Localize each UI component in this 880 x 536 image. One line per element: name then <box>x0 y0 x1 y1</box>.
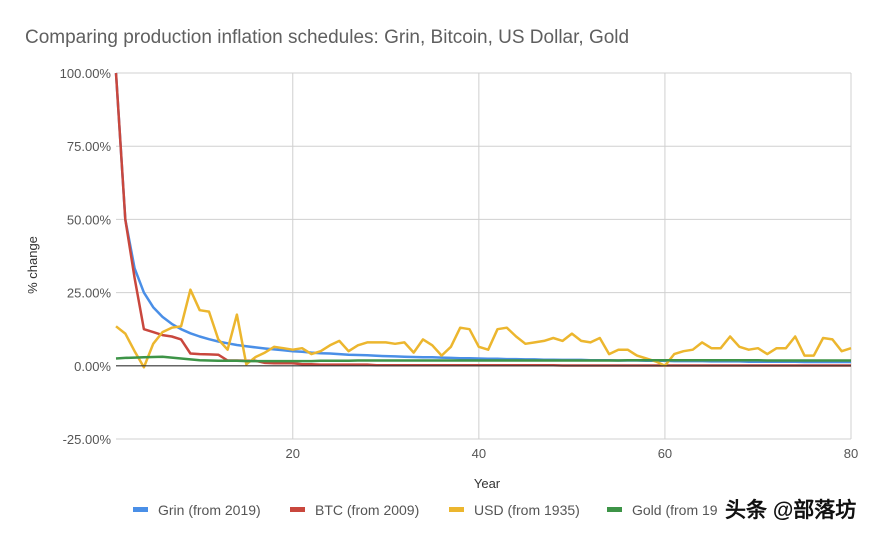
series-line <box>115 355 851 363</box>
legend-label: Grin (from 2019) <box>158 502 261 518</box>
y-tick-label: 25.00% <box>67 286 112 301</box>
legend: Grin (from 2019) BTC (from 2009) USD (from… <box>133 502 718 518</box>
y-axis-ticks: 100.00% 75.00% 50.00% 25.00% 0.00% -25.00% <box>60 66 112 447</box>
x-tick-label: 40 <box>472 446 486 461</box>
y-tick-label: 50.00% <box>67 212 112 227</box>
y-tick-label: 100.00% <box>60 66 112 81</box>
x-axis-label: Year <box>474 476 501 491</box>
legend-label: BTC (from 2009) <box>315 502 419 518</box>
legend-label: Gold (from 19 <box>632 502 718 518</box>
grid <box>116 72 852 440</box>
x-axis-ticks: 20 40 60 80 <box>286 446 859 461</box>
legend-label: USD (from 1935) <box>474 502 580 518</box>
legend-swatch <box>607 507 622 512</box>
series-line <box>115 288 852 369</box>
x-tick-label: 20 <box>286 446 300 461</box>
watermark: 头条 @部落坊 <box>725 498 856 522</box>
y-tick-label: -25.00% <box>63 432 112 447</box>
x-tick-label: 60 <box>658 446 672 461</box>
legend-swatch <box>290 507 305 512</box>
y-axis-label: % change <box>25 236 40 294</box>
series-lines <box>114 72 852 369</box>
x-tick-label: 80 <box>844 446 858 461</box>
y-tick-label: 75.00% <box>67 139 112 154</box>
series-line <box>114 72 851 364</box>
chart-title: Comparing production inflation schedules… <box>25 27 629 48</box>
legend-swatch <box>449 507 464 512</box>
y-tick-label: 0.00% <box>74 359 111 374</box>
legend-swatch <box>133 507 148 512</box>
